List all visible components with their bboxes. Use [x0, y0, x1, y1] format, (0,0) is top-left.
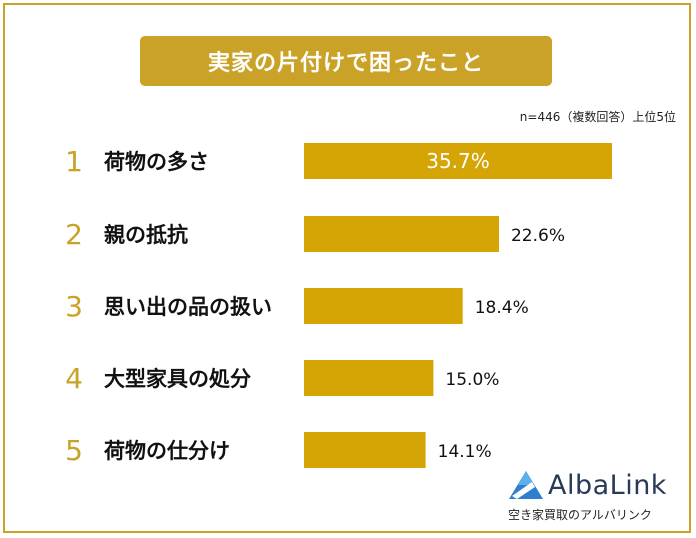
bar — [304, 432, 426, 468]
rank-label: 4 — [65, 362, 83, 395]
bar — [304, 143, 612, 179]
category-label: 荷物の仕分け — [104, 439, 230, 463]
rank-label: 2 — [65, 218, 83, 251]
bar — [304, 216, 499, 252]
value-label: 18.4% — [475, 298, 529, 318]
rank-label: 5 — [65, 434, 83, 467]
category-label: 親の抵抗 — [104, 223, 188, 247]
title-banner: 実家の片付けで困ったこと — [140, 36, 552, 86]
value-label: 35.7% — [426, 149, 490, 173]
value-label: 14.1% — [438, 442, 492, 462]
rank-label: 1 — [65, 145, 83, 178]
chart-title: 実家の片付けで困ったこと — [207, 51, 484, 76]
albalink-logo: AlbaLink 空き家買取のアルバリンク — [506, 470, 686, 530]
category-label: 大型家具の処分 — [104, 367, 251, 391]
category-label: 荷物の多さ — [104, 150, 209, 174]
value-label: 15.0% — [445, 370, 499, 390]
logo-mark-icon — [509, 471, 543, 499]
bar — [304, 288, 463, 324]
rank-label: 3 — [65, 290, 83, 323]
value-label: 22.6% — [511, 226, 565, 246]
bar — [304, 360, 434, 396]
logo-tagline: 空き家買取のアルバリンク — [508, 508, 652, 522]
category-label: 思い出の品の扱い — [104, 295, 272, 319]
sample-note: n=446（複数回答）上位5位 — [519, 110, 676, 124]
logo-name: AlbaLink — [548, 470, 667, 501]
